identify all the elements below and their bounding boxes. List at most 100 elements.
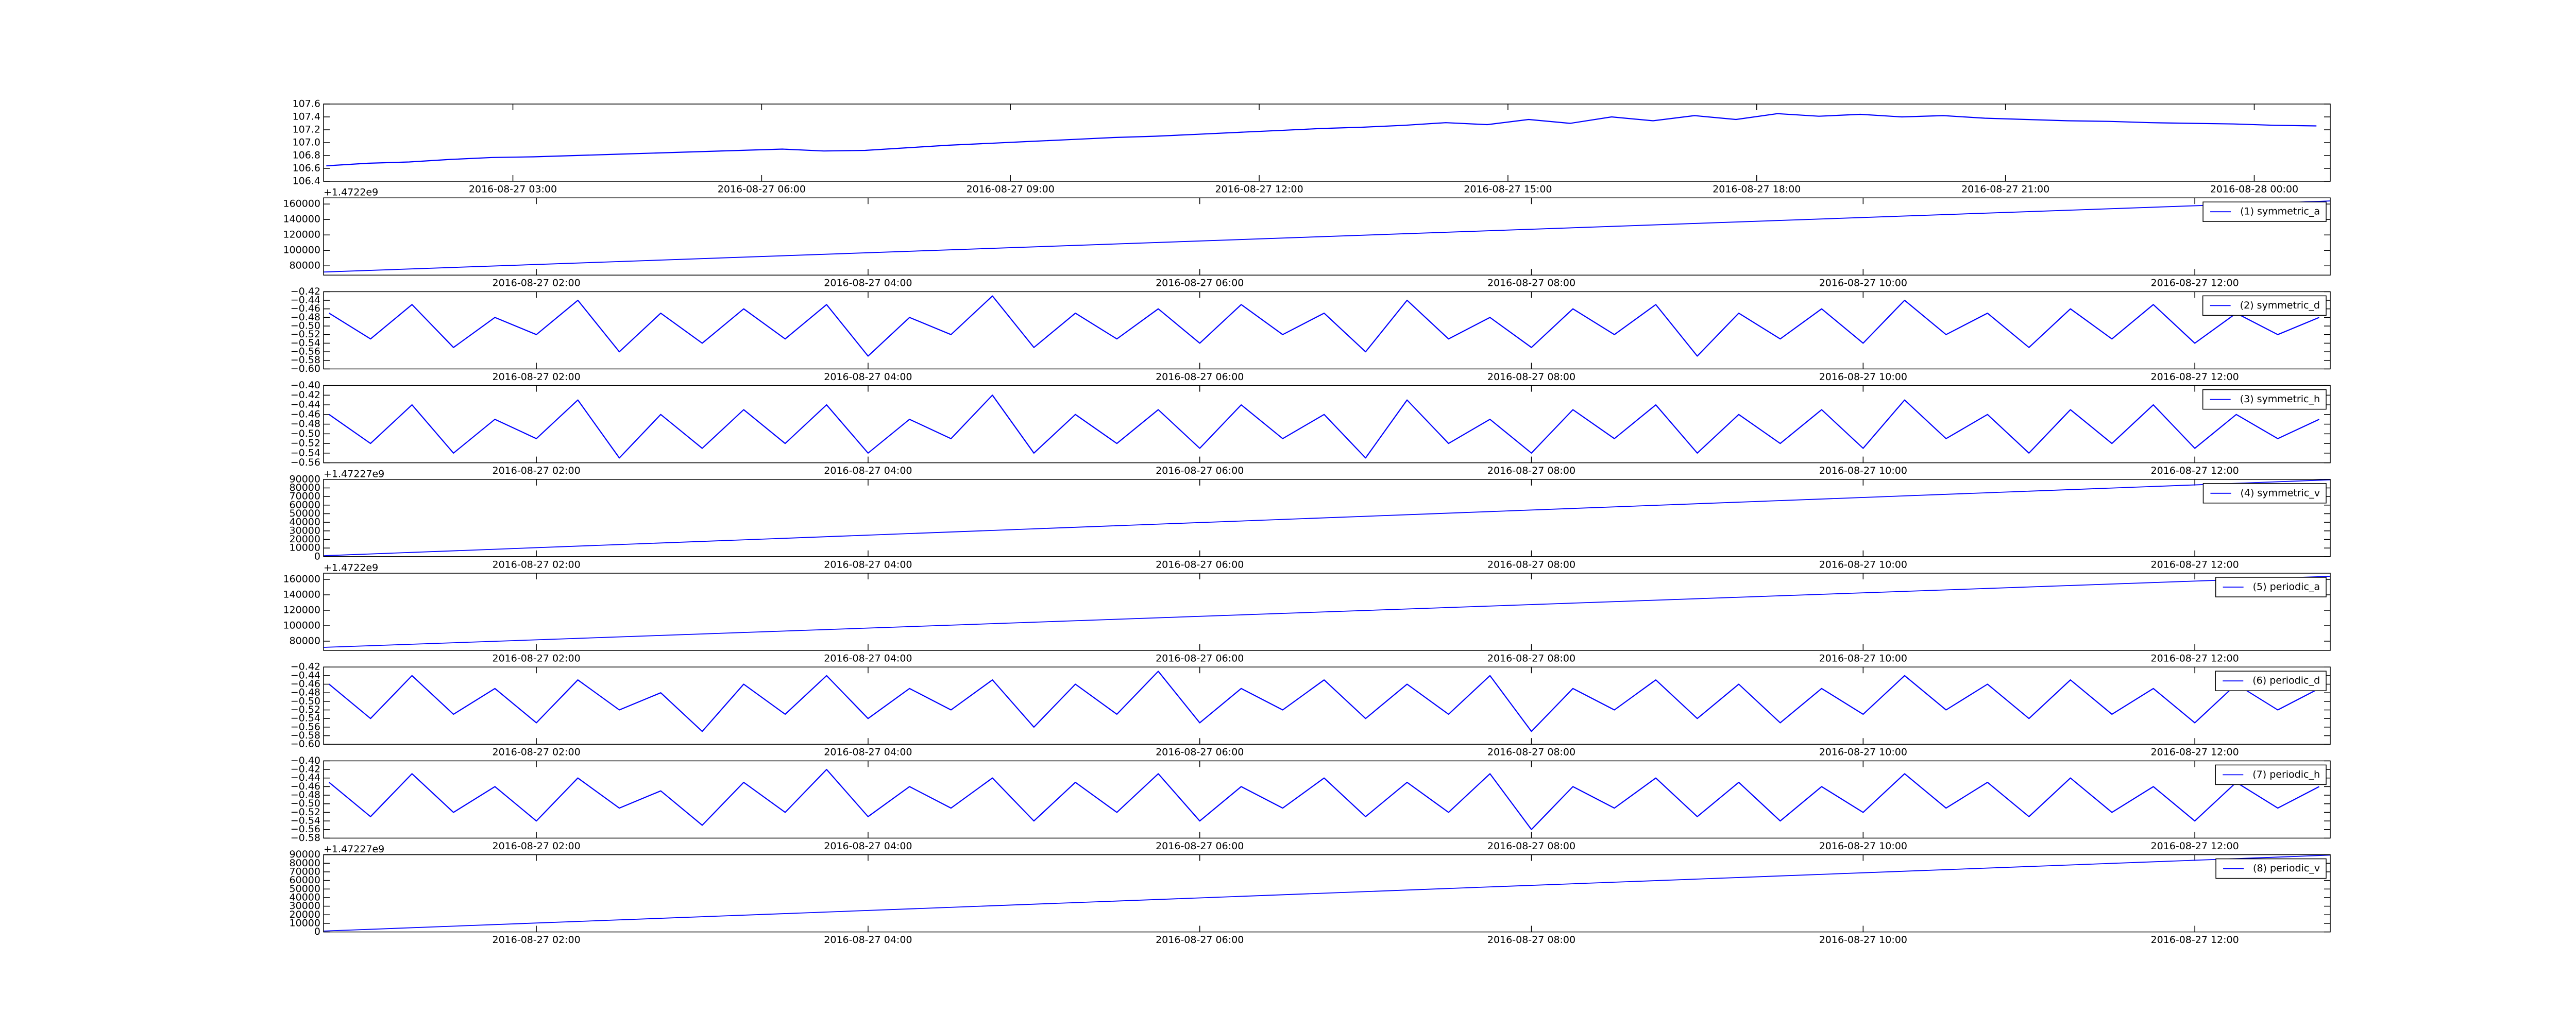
- y-tick-label: −0.44: [291, 295, 320, 306]
- y-tick-label: −0.42: [291, 764, 320, 775]
- y-tick-label: −0.46: [291, 303, 320, 314]
- x-tick-label: 2016-08-27 10:00: [1819, 371, 1907, 383]
- series-line: [323, 576, 2331, 648]
- y-tick-label: −0.52: [291, 329, 320, 340]
- x-tick-label: 2016-08-27 06:00: [718, 184, 806, 195]
- legend: (5) periodic_a: [2215, 577, 2327, 597]
- offset-text: +1.4722e9: [324, 187, 378, 198]
- y-tick-label: 40000: [290, 891, 320, 903]
- y-tick-label: 107.0: [293, 137, 320, 148]
- subplot: −0.56−0.54−0.52−0.50−0.48−0.46−0.44−0.42…: [291, 380, 2331, 476]
- x-tick-label: 2016-08-27 04:00: [824, 653, 912, 664]
- y-tick-label: 70000: [290, 491, 320, 502]
- y-tick-label: 30000: [290, 525, 320, 536]
- y-tick-label: −0.54: [291, 447, 320, 458]
- x-tick-label: 2016-08-27 12:00: [1215, 184, 1303, 195]
- y-tick-label: −0.46: [291, 408, 320, 420]
- y-tick-label: 0: [314, 926, 320, 937]
- y-tick-label: −0.40: [291, 755, 320, 766]
- x-tick-label: 2016-08-27 09:00: [967, 184, 1055, 195]
- subplot: 80000 100000 120000 140000 160000 2016-08-27 …: [283, 187, 2331, 289]
- x-tick-label: 2016-08-27 08:00: [1487, 278, 1575, 289]
- x-tick-label: 2016-08-27 10:00: [1819, 840, 1907, 852]
- y-tick-label: 106.6: [293, 163, 320, 174]
- series-line: [328, 769, 2320, 830]
- x-tick-label: 2016-08-27 02:00: [492, 653, 580, 664]
- x-tick-label: 2016-08-27 06:00: [1156, 653, 1244, 664]
- y-tick-label: −0.54: [291, 815, 320, 827]
- x-tick-label: 2016-08-27 10:00: [1819, 559, 1907, 570]
- offset-text: +1.47227e9: [324, 844, 384, 855]
- x-tick-label: 2016-08-27 12:00: [2151, 653, 2239, 664]
- y-tick-label: 80000: [290, 482, 320, 493]
- y-tick-label: −0.46: [291, 781, 320, 792]
- y-tick-label: −0.60: [291, 739, 320, 750]
- x-tick-label: 2016-08-27 12:00: [2151, 934, 2239, 946]
- subplot: 80000 100000 120000 140000 160000 2016-08-27 …: [283, 562, 2331, 664]
- y-tick-label: 10000: [290, 542, 320, 554]
- legend-label: (2) symmetric_d: [2240, 300, 2320, 311]
- y-tick-label: 120000: [283, 605, 320, 616]
- y-tick-label: −0.42: [291, 389, 320, 401]
- y-tick-label: −0.54: [291, 713, 320, 724]
- series-line: [323, 854, 2331, 932]
- y-tick-label: 120000: [283, 229, 320, 241]
- legend-label: (6) periodic_d: [2252, 675, 2320, 686]
- y-tick-label: 40000: [290, 517, 320, 528]
- x-tick-label: 2016-08-27 12:00: [2151, 559, 2239, 570]
- x-tick-label: 2016-08-27 08:00: [1487, 653, 1575, 664]
- x-tick-label: 2016-08-27 08:00: [1487, 840, 1575, 852]
- y-tick-label: −0.56: [291, 721, 320, 732]
- y-tick-label: 0: [314, 551, 320, 562]
- y-tick-label: −0.44: [291, 772, 320, 783]
- x-tick-label: 2016-08-27 12:00: [2151, 371, 2239, 383]
- y-tick-label: 10000: [290, 917, 320, 929]
- y-tick-label: −0.50: [291, 428, 320, 439]
- x-tick-label: 2016-08-27 02:00: [492, 934, 580, 946]
- x-tick-label: 2016-08-27 02:00: [492, 371, 580, 383]
- y-tick-label: 60000: [290, 874, 320, 886]
- series-line: [323, 200, 2331, 273]
- y-tick-label: 107.6: [293, 98, 320, 110]
- y-tick-label: 160000: [283, 198, 320, 210]
- axes-frame: [323, 760, 2331, 839]
- y-tick-label: −0.52: [291, 438, 320, 449]
- axes-frame: [323, 479, 2331, 557]
- x-tick-label: 2016-08-27 02:00: [492, 747, 580, 758]
- x-tick-label: 2016-08-27 04:00: [824, 465, 912, 476]
- axes-frame: [323, 291, 2331, 370]
- x-tick-label: 2016-08-27 15:00: [1464, 184, 1552, 195]
- axes-frame: [323, 197, 2331, 276]
- axes-frame: [323, 385, 2331, 464]
- y-tick-label: −0.48: [291, 312, 320, 323]
- x-tick-label: 2016-08-27 04:00: [824, 747, 912, 758]
- y-tick-label: −0.58: [291, 354, 320, 366]
- x-tick-label: 2016-08-27 12:00: [2151, 840, 2239, 852]
- x-tick-label: 2016-08-27 12:00: [2151, 278, 2239, 289]
- series-line: [329, 295, 2319, 357]
- y-tick-label: 80000: [290, 636, 320, 647]
- y-tick-label: −0.48: [291, 789, 320, 801]
- series-line: [323, 479, 2331, 556]
- legend-label: (3) symmetric_h: [2240, 393, 2320, 405]
- x-tick-label: 2016-08-27 02:00: [492, 465, 580, 476]
- series-line: [329, 394, 2319, 459]
- x-tick-label: 2016-08-27 04:00: [824, 840, 912, 852]
- subplot: 0100002000030000400005000060000700008000…: [290, 844, 2331, 946]
- subplot: −0.58−0.56−0.54−0.52−0.50−0.48−0.46−0.44…: [291, 755, 2331, 852]
- x-tick-label: 2016-08-27 10:00: [1819, 653, 1907, 664]
- y-tick-label: 50000: [290, 883, 320, 895]
- legend-label: (8) periodic_v: [2253, 863, 2320, 874]
- y-tick-label: 100000: [283, 620, 320, 631]
- y-tick-label: −0.42: [291, 286, 320, 297]
- legend-label: (7) periodic_h: [2252, 769, 2320, 780]
- x-tick-label: 2016-08-28 00:00: [2210, 184, 2298, 195]
- x-tick-label: 2016-08-27 12:00: [2151, 465, 2239, 476]
- y-tick-label: −0.50: [291, 320, 320, 332]
- y-tick-label: 70000: [290, 866, 320, 877]
- axes-frame: [323, 854, 2331, 933]
- x-tick-label: 2016-08-27 06:00: [1156, 278, 1244, 289]
- y-tick-label: 140000: [283, 214, 320, 225]
